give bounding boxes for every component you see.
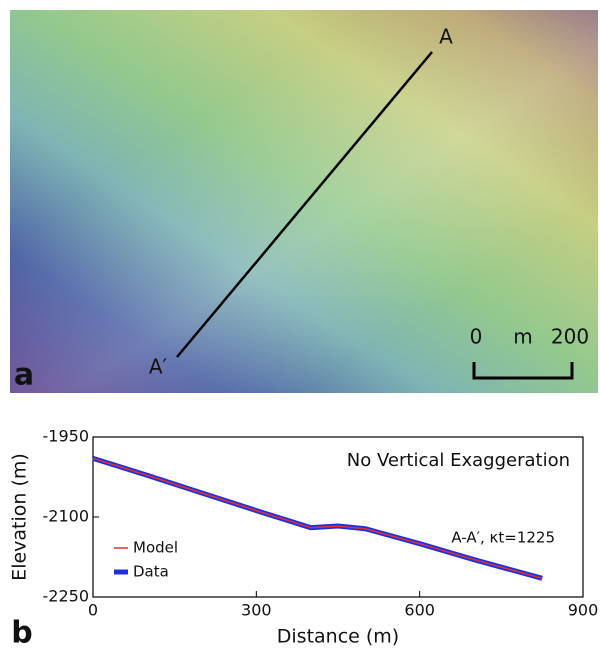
profile-line bbox=[176, 51, 433, 358]
annotation: A-A′, κt=1225 bbox=[451, 529, 555, 547]
panel-label: a bbox=[14, 358, 34, 393]
x-tick-label: 600 bbox=[404, 601, 435, 620]
y-axis-label: Elevation (m) bbox=[9, 453, 31, 581]
y-tick-label: -2100 bbox=[43, 507, 90, 526]
y-tick-label: -1950 bbox=[43, 427, 90, 446]
legend-label: Data bbox=[133, 563, 169, 581]
scale-label: 200 bbox=[551, 325, 589, 349]
terrain-shading bbox=[10, 10, 598, 393]
scale-bar bbox=[472, 362, 574, 380]
point-label: A′ bbox=[149, 355, 168, 379]
scale-label: 0 bbox=[470, 325, 483, 349]
scale-unit: m bbox=[513, 325, 532, 349]
x-tick-label: 900 bbox=[568, 601, 599, 620]
panel-label: b bbox=[11, 616, 32, 651]
map-panel: A A′ 0 m 200 a bbox=[10, 10, 598, 393]
legend-label: Model bbox=[133, 539, 178, 557]
series-line bbox=[92, 457, 543, 580]
x-tick-label: 0 bbox=[88, 601, 98, 620]
x-tick-label: 300 bbox=[241, 601, 272, 620]
annotation: No Vertical Exaggeration bbox=[347, 450, 570, 471]
y-tick-label: -2250 bbox=[43, 587, 90, 606]
point-label: A bbox=[439, 25, 453, 49]
x-axis-label: Distance (m) bbox=[277, 626, 399, 648]
